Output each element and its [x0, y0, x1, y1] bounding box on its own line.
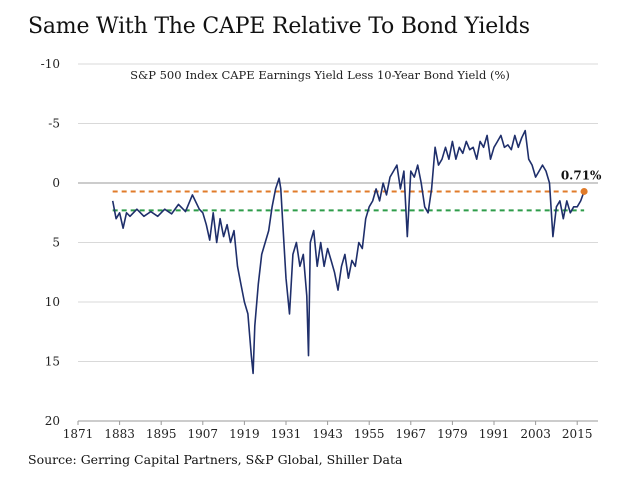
x-tick-label: 1883	[104, 427, 135, 441]
series-line-1	[111, 129, 585, 375]
chart-gridlines	[78, 63, 598, 422]
y-tick-label: 15	[45, 355, 60, 369]
y-tick-label: 5	[52, 236, 60, 250]
latest-value-label: 0.71%	[561, 168, 602, 182]
reference-lines	[112, 190, 585, 212]
y-tick-label: 20	[45, 414, 60, 428]
chart-annotations: 0.71%	[561, 168, 602, 195]
x-tick-label: 2015	[562, 427, 593, 441]
chart-series	[111, 129, 585, 375]
source-note: Source: Gerring Capital Partners, S&P Gl…	[28, 452, 403, 467]
y-tick-label: 10	[45, 295, 60, 309]
chart-subtitle: S&P 500 Index CAPE Earnings Yield Less 1…	[130, 68, 510, 82]
x-tick-label: 1943	[312, 427, 343, 441]
x-tick-label: 2003	[520, 427, 551, 441]
x-tick-label: 1979	[437, 427, 468, 441]
x-tick-label: 1895	[146, 427, 177, 441]
x-tick-label: 1931	[271, 427, 302, 441]
x-tick-label: 1955	[354, 427, 385, 441]
x-tick-label: 1871	[63, 427, 94, 441]
x-tick-label: 1907	[188, 427, 219, 441]
x-tick-label: 1919	[229, 427, 260, 441]
latest-value-marker	[580, 187, 588, 195]
y-tick-label: -10	[41, 57, 60, 71]
y-tick-label: -5	[48, 117, 60, 131]
y-tick-label: 0	[52, 176, 60, 190]
x-tick-label: 1991	[479, 427, 510, 441]
x-tick-label: 1967	[396, 427, 427, 441]
page-title: Same With The CAPE Relative To Bond Yiel…	[28, 14, 530, 39]
